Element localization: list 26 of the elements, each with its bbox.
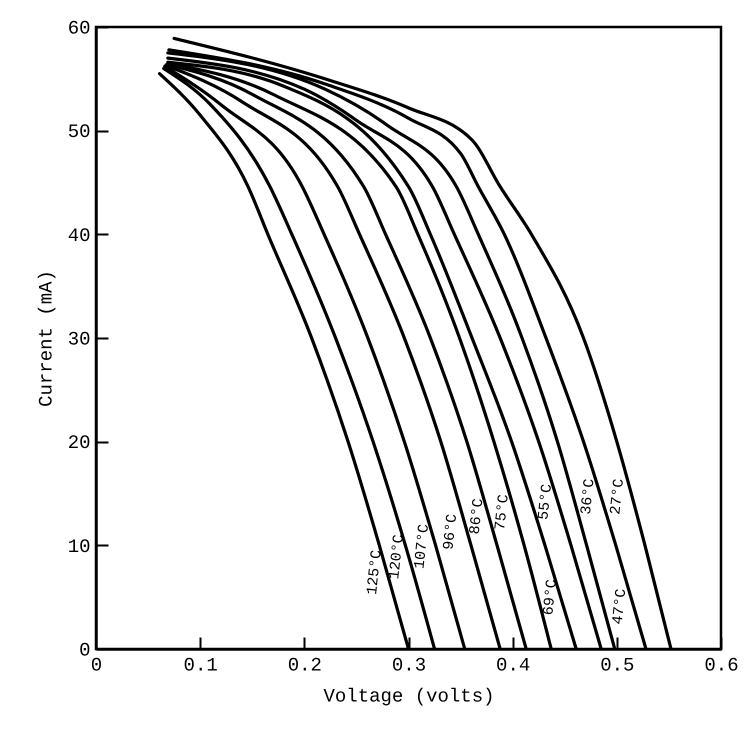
y-tick-label: 50 bbox=[68, 121, 90, 144]
y-axis-title: Current (mA) bbox=[36, 270, 58, 407]
x-tick-label: 0.3 bbox=[392, 654, 426, 676]
y-tick-label: 0 bbox=[79, 640, 90, 662]
y-tick-label: 40 bbox=[68, 224, 90, 247]
y-tick-label: 10 bbox=[68, 536, 90, 558]
x-tick-label: 0.2 bbox=[288, 654, 322, 676]
text: 125°C bbox=[364, 549, 386, 596]
text: 55°C bbox=[535, 483, 556, 521]
text: 96°C bbox=[440, 513, 462, 551]
text: 69°C bbox=[540, 578, 561, 616]
x-tick-label: 0.5 bbox=[600, 654, 634, 676]
text: 36°C bbox=[578, 478, 599, 516]
y-tick-label: 60 bbox=[68, 18, 90, 40]
text: 86°C bbox=[466, 498, 488, 536]
x-tick-label: 0.1 bbox=[184, 654, 218, 676]
y-tick-label: 30 bbox=[68, 328, 90, 350]
text: 107°C bbox=[411, 523, 434, 570]
x-axis-title: Voltage (volts) bbox=[323, 686, 495, 708]
text: 27°C bbox=[607, 478, 628, 516]
text: 47°C bbox=[610, 588, 630, 626]
text: 75°C bbox=[492, 494, 513, 532]
x-tick-label: 0.4 bbox=[496, 654, 530, 676]
text: 120°C bbox=[386, 534, 408, 580]
y-tick-label: 20 bbox=[68, 432, 90, 454]
x-tick-label: 0.6 bbox=[704, 654, 739, 676]
